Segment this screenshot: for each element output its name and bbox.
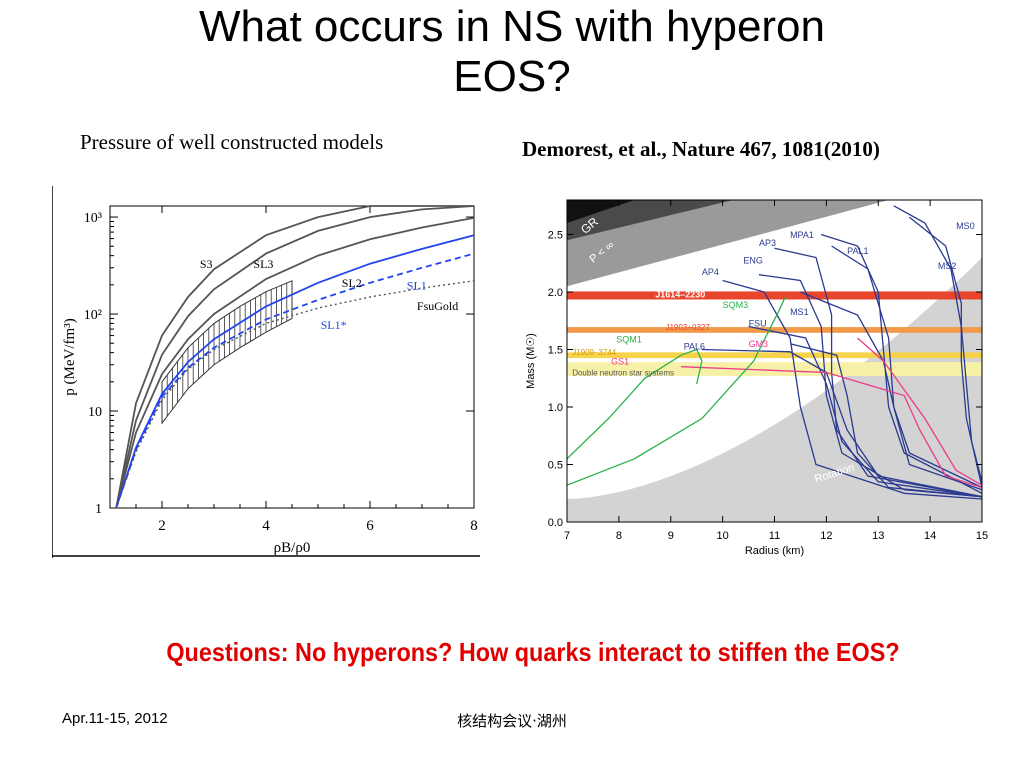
x-tick-label: 9 xyxy=(668,530,674,542)
y-tick-label: 10² xyxy=(84,308,102,323)
band-label: J1909–3744 xyxy=(572,348,617,357)
band-label: J1903+0327 xyxy=(666,323,711,332)
y-tick-label: 0.5 xyxy=(548,460,563,472)
p-infinity-region xyxy=(567,200,733,241)
eos-curve xyxy=(774,247,982,498)
curve-label: PAL1 xyxy=(847,246,868,256)
y-tick-label: 0.0 xyxy=(548,517,563,529)
x-tick-label: 15 xyxy=(976,530,988,542)
eos-curve xyxy=(758,274,982,498)
curve-label: GM3 xyxy=(749,339,769,349)
right-caption: Demorest, et al., Nature 467, 1081(2010) xyxy=(522,137,880,161)
rotation-region xyxy=(567,257,982,522)
curve-label: AP4 xyxy=(702,267,719,277)
y-tick-label: 10 xyxy=(88,405,102,420)
y-tick-label: 2.0 xyxy=(548,287,563,299)
eos-curve xyxy=(748,325,982,498)
mass-band xyxy=(567,291,982,300)
eos-curve xyxy=(567,348,703,460)
causality-region xyxy=(567,200,889,287)
footer-date: Apr.11-15, 2012 xyxy=(62,710,168,727)
eos-curve xyxy=(821,233,982,494)
curve-label: AP3 xyxy=(759,238,776,248)
y-tick-label: 1.5 xyxy=(548,345,563,357)
curve-label: MS0 xyxy=(956,221,975,231)
question-text: Questions: No hyperons? How quarks inter… xyxy=(166,637,900,667)
curve-label: SQM3 xyxy=(723,300,749,310)
slide-title: What occurs in NS with hyperon EOS? xyxy=(0,2,1024,102)
eos-curve xyxy=(857,337,982,486)
eos-curve xyxy=(567,297,786,486)
eos-curve xyxy=(800,291,982,489)
eos-curve xyxy=(722,279,982,500)
pressure-chart: 2 4 6 8 1 10 10² 10³ ρB/ρ0 p (MeV/fm³) S3 SL3 SL2 SL1… xyxy=(52,186,480,558)
eos-curve xyxy=(701,348,982,498)
curve-label: FSU xyxy=(749,319,767,329)
title-line-1: What occurs in NS with hyperon xyxy=(198,2,826,51)
x-tick-label: 6 xyxy=(366,518,374,534)
left-caption: Pressure of well constructed models xyxy=(80,130,384,154)
series-label: SL1* xyxy=(321,318,347,332)
mass-band xyxy=(567,327,982,333)
series-fsugold xyxy=(115,280,475,509)
series-sl2 xyxy=(115,217,475,509)
mass-radius-chart: 7 8 9 10 11 12 13 14 15 0.0 0.5 1.0 1.5 2.0 2.5 Radius … xyxy=(525,199,988,557)
x-tick-label: 11 xyxy=(769,530,780,542)
x-tick-label: 8 xyxy=(470,518,478,534)
y-tick-label: 2.5 xyxy=(548,230,563,242)
x-tick-label: 2 xyxy=(158,518,166,534)
band-label: J1614–2230 xyxy=(655,289,705,299)
constraint-band xyxy=(161,280,293,425)
y-axis-label: p (MeV/fm³) xyxy=(62,318,78,395)
series-sl3 xyxy=(115,205,475,509)
pressure-plot-frame xyxy=(109,205,475,509)
curve-label: PAL6 xyxy=(684,342,705,352)
title-line-2: EOS? xyxy=(453,52,571,101)
curve-label: MS2 xyxy=(938,261,957,271)
mass-band xyxy=(567,352,982,359)
y-tick-label: 10³ xyxy=(84,211,102,226)
y-axis-label: Mass (M☉) xyxy=(525,333,537,389)
series-s3 xyxy=(115,205,474,509)
y-tick-label: 1.0 xyxy=(548,402,563,414)
series-label: S3 xyxy=(200,257,213,271)
curve-label: GS1 xyxy=(611,356,629,366)
x-axis-label: Radius (km) xyxy=(745,545,804,557)
x-tick-label: 13 xyxy=(872,530,884,542)
x-tick-label: 7 xyxy=(564,530,570,542)
series-sl1-star xyxy=(115,252,475,509)
curve-label: MS1 xyxy=(790,307,809,317)
eos-curve xyxy=(681,366,982,489)
x-tick-label: 8 xyxy=(616,530,622,542)
series-label: SL1 xyxy=(407,278,427,292)
eos-curve xyxy=(789,343,982,498)
curve-label: ENG xyxy=(743,255,763,265)
x-tick-label: 12 xyxy=(820,530,832,542)
band-label: Double neutron star systems xyxy=(572,369,674,378)
gr-region xyxy=(567,200,635,223)
series-label: SL3 xyxy=(253,257,273,271)
x-tick-label: 4 xyxy=(262,518,270,534)
mass-band xyxy=(567,362,982,376)
curve-label: SQM1 xyxy=(616,335,642,345)
x-axis-label: ρB/ρ0 xyxy=(274,540,311,556)
x-tick-label: 10 xyxy=(717,530,729,542)
footer-event: 核结构会议·湖州 xyxy=(457,712,567,730)
y-tick-label: 1 xyxy=(95,502,102,517)
x-tick-label: 14 xyxy=(924,530,936,542)
curve-label: MPA1 xyxy=(790,230,814,240)
series-sl1 xyxy=(115,234,475,509)
series-label: FsuGold xyxy=(417,299,458,313)
series-label: SL2 xyxy=(342,276,362,290)
